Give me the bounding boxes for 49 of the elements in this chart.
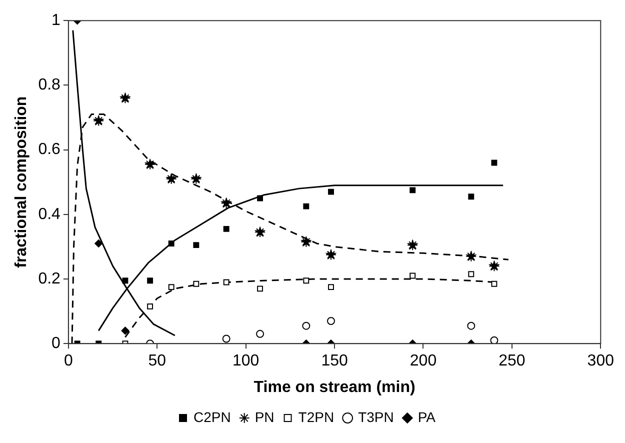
point <box>302 322 310 330</box>
y-tick-label: 0.2 <box>38 270 61 288</box>
x-tick-label: 100 <box>232 352 260 370</box>
x-axis-title: Time on stream (min) <box>254 378 416 396</box>
point <box>147 303 154 310</box>
point <box>193 242 200 248</box>
y-axis-title: fractional composition <box>13 96 30 268</box>
x-tick-label: 200 <box>410 352 437 370</box>
legend-label: PN <box>254 408 274 425</box>
point <box>256 330 264 338</box>
point <box>168 284 174 290</box>
point <box>410 187 416 194</box>
y-tick-label: 0 <box>52 335 61 352</box>
point <box>222 334 230 343</box>
x-tick-label: 150 <box>321 352 348 370</box>
legend-label: T2PN <box>298 408 334 425</box>
point <box>468 194 474 200</box>
point <box>410 272 416 279</box>
legend-label: PA <box>418 408 436 425</box>
point <box>468 271 474 278</box>
point <box>121 326 130 335</box>
x-tick-label: 300 <box>587 352 614 370</box>
point <box>257 195 264 202</box>
legend-label: C2PN <box>194 408 231 425</box>
y-tick-label: 1 <box>52 12 61 30</box>
point <box>193 280 200 287</box>
point <box>328 188 334 195</box>
point <box>257 286 264 292</box>
x-tick-label: 50 <box>148 352 166 370</box>
x-tick-label: 250 <box>498 352 526 370</box>
y-tick-label: 0.8 <box>38 76 61 94</box>
point <box>303 278 310 284</box>
point <box>491 160 498 166</box>
point <box>168 240 174 246</box>
point <box>223 279 230 286</box>
point <box>490 336 498 344</box>
point <box>327 316 335 325</box>
point <box>491 280 498 287</box>
point <box>303 203 310 210</box>
point <box>328 284 334 290</box>
point <box>94 239 103 248</box>
y-tick-label: 0.6 <box>38 141 61 158</box>
point <box>223 226 230 232</box>
y-tick-label: 0.4 <box>38 206 61 223</box>
point <box>122 278 128 284</box>
legend-label: T3PN <box>358 408 394 425</box>
point <box>467 322 476 330</box>
x-tick-label: 0 <box>64 352 73 370</box>
point <box>147 278 154 284</box>
